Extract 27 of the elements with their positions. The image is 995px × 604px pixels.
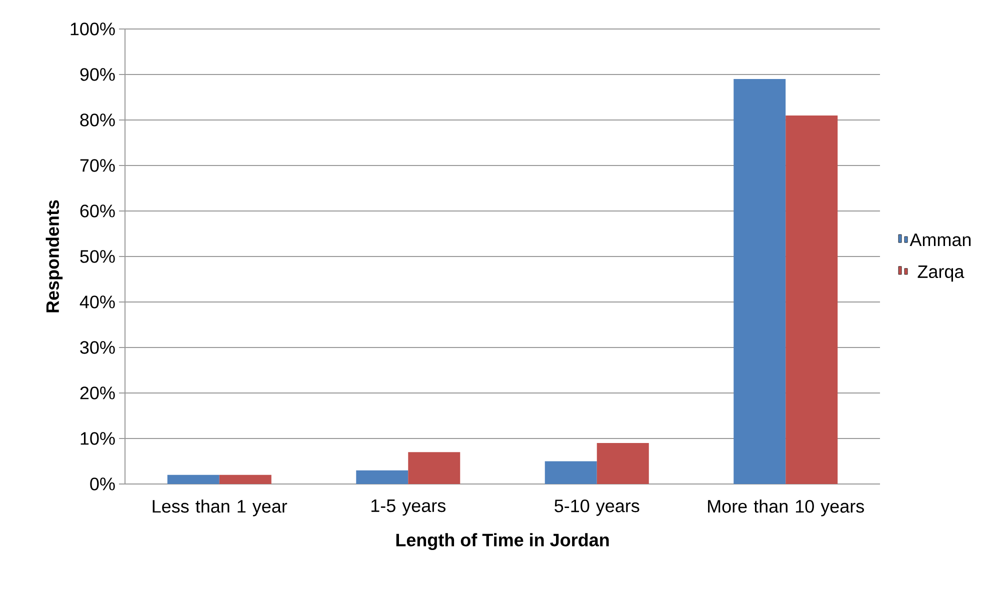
bar	[734, 79, 786, 484]
x-tick-label: More than 10 years	[708, 500, 864, 516]
y-tick-label: 60%	[80, 204, 115, 218]
y-tick-label: 70%	[80, 159, 115, 172]
bar	[544, 461, 597, 484]
x-tick-label: 1-5 years	[371, 500, 446, 516]
x-tick-label: 5-10 years	[554, 500, 640, 516]
bar	[408, 452, 460, 484]
bar	[167, 474, 220, 484]
y-axis-title: Respondents	[46, 200, 63, 312]
x-axis-title: Length of Time in Jordan	[396, 533, 609, 550]
y-tick-label: 10%	[80, 432, 115, 445]
y-tick-label: 0%	[90, 478, 115, 490]
y-tick-label: 100%	[70, 22, 115, 36]
x-tick-label: Less than 1 year	[152, 500, 288, 516]
bar	[596, 443, 649, 484]
y-tick-label: 50%	[80, 250, 115, 263]
bar	[219, 474, 272, 484]
bar	[786, 115, 838, 484]
y-tick-label: 80%	[80, 114, 115, 126]
y-tick-label: 20%	[80, 386, 115, 400]
y-tick-label: 40%	[80, 296, 115, 308]
bar	[356, 470, 408, 484]
y-tick-label: 90%	[80, 68, 115, 81]
legend-label: Zarqa	[918, 265, 964, 282]
y-tick-label: 30%	[80, 341, 115, 354]
legend-label: Amman	[910, 234, 971, 246]
